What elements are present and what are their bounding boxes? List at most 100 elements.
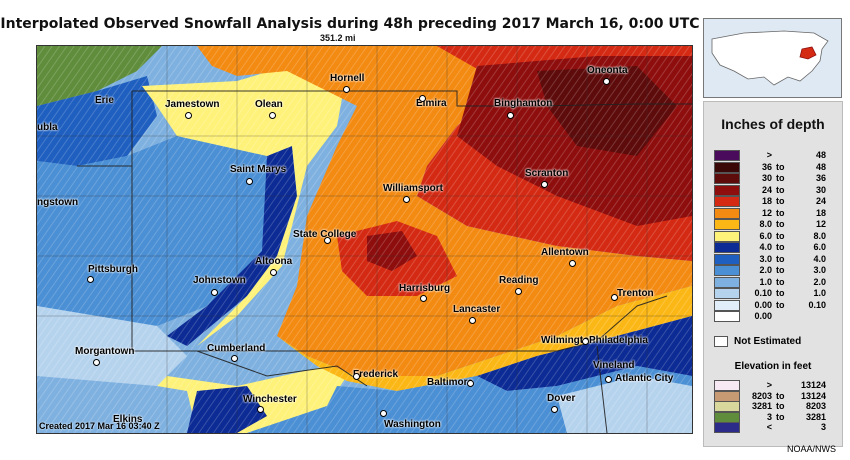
city-marker-morgantown[interactable] [93, 359, 100, 366]
city-marker-harrisburg[interactable] [420, 295, 427, 302]
city-marker-philadelphia[interactable] [582, 338, 589, 345]
city-marker-baltimore[interactable] [467, 380, 474, 387]
city-marker-pittsburgh[interactable] [87, 276, 94, 283]
depth-bin-low: 8.0 [759, 219, 772, 229]
depth-bin-to: to [776, 173, 785, 183]
depth-bin-to: to [776, 276, 785, 287]
city-marker-atlantic-city[interactable] [605, 376, 612, 383]
city-marker-binghamton[interactable] [507, 112, 514, 119]
city-label-jamestown: Jamestown [165, 99, 220, 110]
depth-bin-low: 3.0 [759, 253, 772, 264]
depth-bin-low: 4.0 [759, 242, 772, 252]
city-marker-reading[interactable] [515, 288, 522, 295]
depth-bin-swatch [714, 265, 740, 276]
depth-bin-swatch [714, 311, 740, 322]
locator-inset-map [703, 18, 842, 98]
city-label-allentown: Allentown [541, 247, 589, 258]
city-label-dover: Dover [547, 393, 576, 404]
city-marker-olean[interactable] [269, 112, 276, 119]
city-marker-johnstown[interactable] [211, 289, 218, 296]
snowfall-map[interactable]: Erie Jamestown Olean Hornell Elmira Bing… [36, 45, 693, 434]
city-label-elkins: Elkins [113, 414, 143, 425]
city-marker-frederick[interactable] [353, 373, 360, 380]
horizontal-scale-label: 351.2 mi [320, 33, 356, 43]
depth-bin-to: to [776, 253, 785, 264]
city-label-philadelphia: Philadelphia [589, 335, 648, 346]
depth-bin-low: 24 [761, 184, 772, 195]
us-outline [711, 30, 829, 86]
not-estimated-label: Not Estimated [734, 336, 802, 347]
city-label-vineland: Vineland [593, 360, 635, 371]
depth-bin-high: 3.0 [813, 265, 826, 275]
elevation-bin-to: to [776, 401, 785, 411]
city-marker-jamestown[interactable] [185, 112, 192, 119]
city-label-pittsburgh: Pittsburgh [88, 264, 138, 275]
city-marker-williamsport[interactable] [403, 196, 410, 203]
depth-bin-to: to [776, 196, 785, 206]
depth-bin-high: 30 [815, 184, 826, 195]
depth-bin-low: 30 [761, 173, 772, 183]
city-marker-lancaster[interactable] [469, 317, 476, 324]
depth-bin-low: 0.10 [754, 288, 772, 298]
city-marker-cumberland[interactable] [231, 355, 238, 362]
depth-bin-swatch [714, 242, 740, 253]
county-boundaries [37, 46, 692, 433]
city-marker-altoona[interactable] [270, 269, 277, 276]
depth-bin-to: to [776, 288, 785, 298]
city-label-trenton: Trenton [617, 288, 654, 299]
city-marker-trenton[interactable] [611, 294, 618, 301]
depth-bin-high: 4.0 [813, 253, 826, 264]
elevation-bin-to: to [776, 390, 785, 401]
elevation-bin-high: 13124 [800, 380, 826, 390]
city-label-wilmington: Wilmington [541, 335, 596, 346]
depth-bin-to: to [776, 242, 785, 252]
depth-bin-to: to [776, 299, 785, 310]
city-label-elmira: Elmira [416, 98, 447, 109]
elevation-bin-high: 3 [820, 422, 826, 432]
city-label-oneonta: Oneonta [587, 65, 628, 76]
city-label-saint-marys: Saint Marys [230, 164, 287, 175]
city-label-youngstown-partial: ngstown [37, 197, 79, 208]
legend-panel: Inches of depth >48 36 to 48 30 to 36 24 to 30 18 t… [703, 101, 843, 447]
city-label-morgantown: Morgantown [75, 346, 135, 357]
depth-bin-swatch [714, 219, 740, 230]
depth-bin-high: 36 [815, 173, 826, 183]
depth-bin-low: 12 [761, 207, 772, 218]
city-marker-washington[interactable] [380, 410, 387, 417]
elevation-bin-swatch [714, 422, 740, 433]
city-marker-winchester[interactable] [257, 406, 264, 413]
city-label-lancaster: Lancaster [453, 304, 501, 315]
elevation-bin-low: < [766, 422, 772, 432]
depth-bin-high: 12 [815, 219, 826, 229]
city-marker-allentown[interactable] [569, 260, 576, 267]
legend-title: Inches of depth [721, 116, 825, 132]
city-label-williamsport: Williamsport [383, 183, 443, 194]
depth-bin-high: 6.0 [813, 242, 826, 252]
city-marker-state-college[interactable] [324, 237, 331, 244]
not-estimated-swatch [714, 336, 728, 347]
depth-bin-to: to [776, 265, 785, 275]
city-marker-hornell[interactable] [343, 86, 350, 93]
depth-bin-low: > [766, 150, 772, 160]
city-label-frederick: Frederick [353, 369, 399, 380]
depth-bin-low: 0.00 [754, 299, 772, 310]
depth-bin-swatch [714, 230, 740, 242]
city-label-harrisburg: Harrisburg [399, 283, 451, 294]
elevation-bin-swatch [714, 380, 740, 391]
depth-bin-to: to [776, 161, 785, 172]
depth-bin-to: to [776, 184, 785, 195]
city-marker-scranton[interactable] [541, 181, 548, 188]
city-marker-dover[interactable] [551, 406, 558, 413]
city-marker-oneonta[interactable] [603, 78, 610, 85]
elevation-bin-swatch [714, 401, 740, 412]
city-label-binghamton: Binghamton [494, 98, 553, 109]
city-label-winchester: Winchester [243, 394, 297, 405]
city-label-washington: Washington [384, 419, 441, 430]
city-marker-saint-marys[interactable] [246, 178, 253, 185]
city-label-altoona: Altoona [255, 256, 293, 267]
depth-bin-to: to [776, 219, 785, 229]
depth-bin-low: 2.0 [759, 265, 772, 275]
city-label-cumberland: Cumberland [207, 343, 266, 354]
depth-bin-high: 2.0 [813, 276, 826, 287]
city-marker-elmira[interactable] [419, 95, 426, 102]
